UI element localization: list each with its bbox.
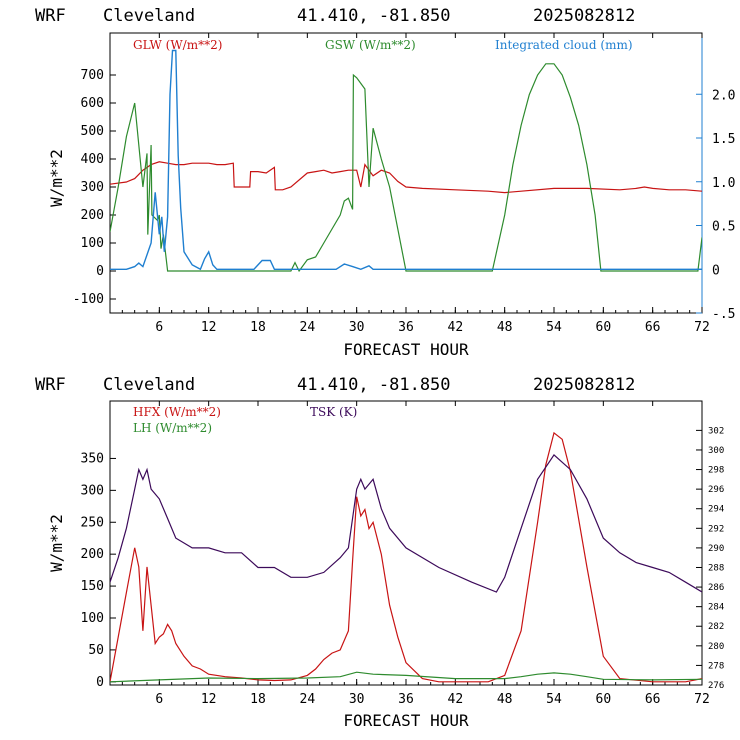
panel2-init-time: 2025082812 xyxy=(533,375,635,395)
panel1-x-ticks: 6 12 18 24 30 36 42 48 54 60 66 72 xyxy=(121,33,710,335)
panel1-series xyxy=(110,49,702,273)
x-tick-label: 30 xyxy=(349,320,365,335)
series-line-hfx xyxy=(110,431,702,683)
y2-tick-label: 286 xyxy=(708,583,724,593)
panel1-model: WRF xyxy=(35,6,66,26)
y2-tick-label: 0.5 xyxy=(712,220,735,235)
x-tick-label: 18 xyxy=(250,692,266,707)
y2-tick-label: 302 xyxy=(708,426,724,436)
y-tick-label: 0 xyxy=(96,675,104,690)
panel2-header: WRF Cleveland 41.410, -81.850 2025082812 xyxy=(35,375,635,395)
y2-tick-label: 294 xyxy=(708,505,724,515)
y-tick-label: 250 xyxy=(81,515,104,530)
panel2-legend-tsk: TSK (K) xyxy=(310,405,357,419)
x-tick-label: 24 xyxy=(300,320,316,335)
y2-tick-label: 290 xyxy=(708,544,724,554)
y2-tick-label: 300 xyxy=(708,446,724,456)
panel1-y-axis-label: W/m**2 xyxy=(47,149,66,207)
series-line-tsk xyxy=(110,453,702,593)
y2-tick-label: 284 xyxy=(708,603,724,613)
x-tick-label: 30 xyxy=(349,692,365,707)
panel2-y2-ticks: 276 278 280 282 284 286 288 290 292 294 296 298 300 3… xyxy=(696,426,724,691)
x-tick-label: 18 xyxy=(250,320,266,335)
panel2-x-axis-label: FORECAST HOUR xyxy=(343,711,469,730)
x-tick-label: 66 xyxy=(645,692,661,707)
y-tick-label: 600 xyxy=(81,96,104,111)
x-tick-label: 12 xyxy=(201,320,217,335)
panel2-y-axis-label: W/m**2 xyxy=(47,514,66,572)
panel2-legend-hfx: HFX (W/m**2) xyxy=(133,405,221,419)
y-tick-label: 300 xyxy=(81,483,104,498)
series-line-lh xyxy=(110,671,702,683)
panel2-plot-frame xyxy=(109,400,703,686)
y-tick-label: 50 xyxy=(88,643,104,658)
panel1-x-axis-label: FORECAST HOUR xyxy=(343,340,469,359)
panel2-x-ticks: 6 12 18 24 30 36 42 48 54 60 66 72 xyxy=(121,401,710,707)
panel2-legend-lh: LH (W/m**2) xyxy=(133,421,212,435)
y2-tick-label: 298 xyxy=(708,466,724,476)
panel1-init-time: 2025082812 xyxy=(533,6,635,26)
x-tick-label: 66 xyxy=(645,320,661,335)
y-tick-label: 150 xyxy=(81,579,104,594)
y2-tick-label: 296 xyxy=(708,485,724,495)
x-tick-label: 42 xyxy=(448,692,464,707)
x-tick-label: 48 xyxy=(497,692,513,707)
panel2-series xyxy=(110,431,702,683)
panel1-y-ticks: -100 0 100 200 300 400 500 600 700 xyxy=(73,68,116,307)
x-tick-label: 48 xyxy=(497,320,513,335)
y2-tick-label: 282 xyxy=(708,622,724,632)
series-line-gsw xyxy=(110,63,702,273)
y2-tick-label: 276 xyxy=(708,681,724,691)
y-tick-label: 0 xyxy=(96,264,104,279)
y2-tick-label: 278 xyxy=(708,661,724,671)
x-tick-label: 54 xyxy=(546,320,562,335)
panel2-location: Cleveland xyxy=(103,375,195,395)
panel2-model: WRF xyxy=(35,375,66,395)
y-tick-label: 300 xyxy=(81,180,104,195)
x-tick-label: 36 xyxy=(398,320,414,335)
y-tick-label: 100 xyxy=(81,611,104,626)
x-tick-label: 54 xyxy=(546,692,562,707)
x-tick-label: 60 xyxy=(596,692,612,707)
x-tick-label: 6 xyxy=(155,692,163,707)
panel1-location: Cleveland xyxy=(103,6,195,26)
panel1-legend-gsw: GSW (W/m**2) xyxy=(325,38,416,52)
x-tick-label: 42 xyxy=(448,320,464,335)
panel1-y2-ticks: -.5 0 0.5 1.0 1.5 2.0 xyxy=(696,88,735,322)
y2-tick-label: 1.0 xyxy=(712,176,735,191)
y-tick-label: 400 xyxy=(81,152,104,167)
x-tick-label: 72 xyxy=(694,692,710,707)
y-tick-label: 500 xyxy=(81,124,104,139)
x-tick-label: 24 xyxy=(300,692,316,707)
y-tick-label: 200 xyxy=(81,208,104,223)
y-tick-label: 700 xyxy=(81,68,104,83)
series-line-integrated-cloud xyxy=(110,49,702,271)
panel1-legend-glw: GLW (W/m**2) xyxy=(133,38,222,52)
x-tick-label: 36 xyxy=(398,692,414,707)
series-line-glw xyxy=(110,161,702,194)
panel1-coords: 41.410, -81.850 xyxy=(297,6,451,26)
y-tick-label: -100 xyxy=(73,292,104,307)
x-tick-label: 12 xyxy=(201,692,217,707)
y2-tick-label: 288 xyxy=(708,563,724,573)
y2-tick-label: 0 xyxy=(712,263,720,278)
y2-tick-label: 2.0 xyxy=(712,88,735,103)
y-tick-label: 350 xyxy=(81,451,104,466)
panel1-legend-cloud: Integrated cloud (mm) xyxy=(495,38,633,52)
y2-tick-label: 292 xyxy=(708,524,724,534)
panel1-header: WRF Cleveland 41.410, -81.850 2025082812 xyxy=(35,6,635,26)
y2-tick-label: 280 xyxy=(708,642,724,652)
x-tick-label: 72 xyxy=(694,320,710,335)
panel2-y-ticks: 0 50 100 150 200 250 300 350 xyxy=(81,451,116,690)
x-tick-label: 60 xyxy=(596,320,612,335)
y2-tick-label: -.5 xyxy=(712,307,735,322)
y-tick-label: 100 xyxy=(81,236,104,251)
y2-tick-label: 1.5 xyxy=(712,132,735,147)
panel2-coords: 41.410, -81.850 xyxy=(297,375,451,395)
x-tick-label: 6 xyxy=(155,320,163,335)
y-tick-label: 200 xyxy=(81,547,104,562)
